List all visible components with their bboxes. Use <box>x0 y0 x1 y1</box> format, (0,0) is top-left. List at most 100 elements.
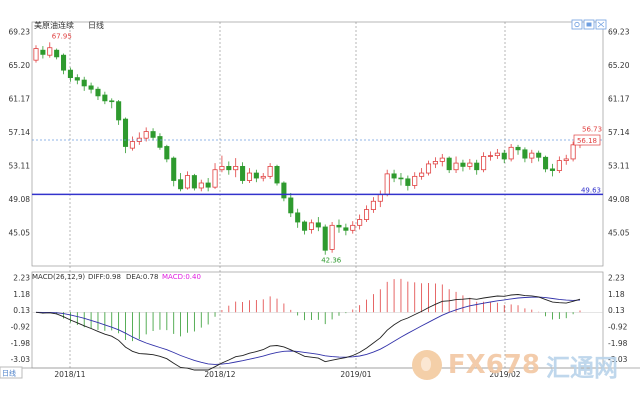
candle-body <box>205 182 211 188</box>
settings-icon[interactable] <box>583 19 595 30</box>
time-label: 2019/02 <box>489 370 520 379</box>
candle-body <box>363 209 370 220</box>
candle <box>61 53 67 75</box>
candle <box>109 98 115 109</box>
candle-body <box>157 136 163 148</box>
macd-params: MACD(26,12,9) <box>32 273 85 281</box>
price-tick-right: 45.05 <box>608 228 630 237</box>
candle-body <box>412 175 418 186</box>
candle-body <box>391 173 397 179</box>
candle-body <box>377 194 383 202</box>
candle-body <box>198 182 204 189</box>
candle <box>81 76 87 91</box>
settings-icon-glyph <box>586 22 592 27</box>
macd-tick-right: -1.98 <box>608 339 628 348</box>
price-panel-border <box>31 21 604 267</box>
candle <box>508 144 514 162</box>
candle-body <box>460 162 466 167</box>
candle-body <box>398 177 404 180</box>
candle <box>219 155 225 173</box>
candle-body <box>315 222 321 228</box>
candle-body <box>88 85 94 90</box>
candle <box>102 91 108 105</box>
toolbar-icons <box>571 19 607 30</box>
candle <box>246 168 253 184</box>
candle-body <box>419 172 425 177</box>
fullscreen-icon[interactable] <box>595 19 607 30</box>
price-tick-left: 49.08 <box>9 195 31 204</box>
candle <box>47 42 53 58</box>
candle <box>295 208 301 228</box>
candle-body <box>33 48 39 61</box>
candle <box>240 162 246 184</box>
candle <box>432 157 438 169</box>
candle <box>377 190 383 208</box>
candle <box>267 163 273 179</box>
candle <box>74 74 80 85</box>
zoom-icon-frame <box>571 19 583 30</box>
candle <box>412 172 418 189</box>
candle-body <box>556 160 562 171</box>
candle <box>253 169 259 183</box>
candle <box>481 152 487 173</box>
macd-tick-right: 2.23 <box>608 274 625 283</box>
price-axis: 69.23 69.23 65.20 65.20 61.17 61.17 57.14 57.14… <box>9 28 630 238</box>
macd-tick-right: 0.13 <box>608 306 625 315</box>
candle-body <box>425 163 432 174</box>
candle <box>281 181 287 202</box>
candle-body <box>295 212 301 223</box>
candle <box>205 178 211 192</box>
low-label: 42.36 <box>321 257 342 265</box>
candle <box>288 192 294 218</box>
period-label[interactable]: 日线 <box>88 20 104 30</box>
candle-body <box>95 88 101 97</box>
candle-body <box>260 175 266 179</box>
candle <box>178 173 184 192</box>
candle <box>439 153 445 167</box>
candle <box>136 132 142 145</box>
candle-body <box>370 200 376 210</box>
candle-body <box>47 47 53 56</box>
candle <box>226 161 232 175</box>
candle-body <box>329 224 335 250</box>
period-tab[interactable]: 日线 <box>2 369 16 378</box>
candle-body <box>357 219 363 226</box>
candle <box>405 175 411 191</box>
candle <box>556 156 562 174</box>
candles <box>33 42 583 255</box>
support-label: 49.63 <box>581 186 601 194</box>
candle <box>33 45 39 63</box>
candle-body <box>494 152 500 157</box>
macd-axis: 2.23 2.23 1.18 1.18 0.13 0.13 -0.92 -0.92 -1.98 -… <box>11 274 628 364</box>
candle <box>329 222 335 253</box>
price-tick-right: 65.20 <box>608 61 630 70</box>
candle-body <box>178 179 184 190</box>
corner-tab: 日线 <box>0 366 23 379</box>
candle <box>453 156 459 174</box>
candle <box>398 173 404 186</box>
macd-panel-border <box>31 271 604 369</box>
price-tick-left: 69.23 <box>9 28 31 37</box>
candle <box>474 159 480 175</box>
candle-body <box>563 158 569 161</box>
candle-body <box>274 166 280 184</box>
zoom-icon[interactable] <box>571 19 583 30</box>
candle <box>164 144 170 163</box>
candle <box>357 214 363 230</box>
current-price-label: 56.18 <box>577 137 597 145</box>
candle-body <box>61 54 67 71</box>
candle <box>467 158 473 170</box>
macd-tick-left: -3.03 <box>11 355 31 364</box>
candle-body <box>308 222 314 230</box>
fullscreen-icon-glyph <box>597 21 605 28</box>
high-label: 67.95 <box>52 32 72 40</box>
candle-body <box>81 79 87 87</box>
candle <box>274 164 280 186</box>
candle <box>446 156 452 174</box>
candle-body <box>288 197 294 214</box>
candle <box>529 149 535 164</box>
macd-header: MACD(26,12,9) DIFF:0.98 DEA:0.78 MACD:0.… <box>32 273 201 281</box>
candle <box>419 168 425 180</box>
macd-dea: DEA:0.78 <box>126 273 158 281</box>
candle-body <box>164 146 170 160</box>
